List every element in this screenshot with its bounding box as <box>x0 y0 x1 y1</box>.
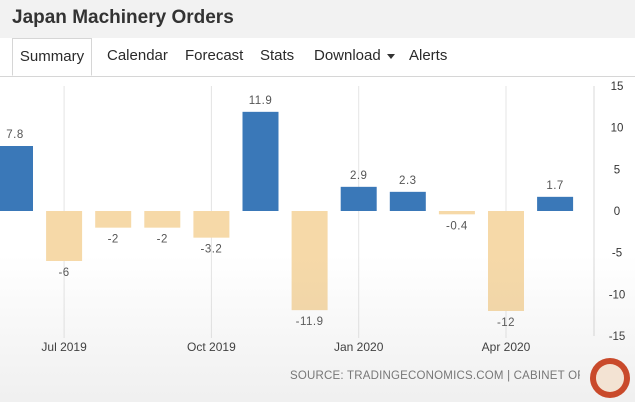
data-label-3: -2 <box>157 234 168 246</box>
bars <box>0 111 574 311</box>
y-tick-label-4: -5 <box>612 248 622 260</box>
bar-9 <box>438 211 475 215</box>
x-tick-label-0: Jul 2019 <box>41 340 87 354</box>
y-tick-label-2: 5 <box>614 164 620 176</box>
bar-6 <box>291 211 328 311</box>
tab-stats[interactable]: Stats <box>260 47 295 64</box>
data-label-10: -12 <box>497 317 515 329</box>
data-label-8: 2.3 <box>399 175 417 187</box>
data-label-6: -11.9 <box>296 316 324 328</box>
bar-8 <box>389 191 426 211</box>
data-label-0: 7.8 <box>6 129 24 141</box>
bar-chart: 7.8 -6 -2 -2 -3.2 11.9 -11.9 2.9 2.3 -0.4 -12 1.7 1… <box>0 81 626 354</box>
chevron-down-icon <box>386 53 395 59</box>
bar-4 <box>193 211 230 238</box>
page-title: Japan Machinery Orders <box>12 7 234 28</box>
bar-11 <box>537 196 574 211</box>
y-tick-label-3: 0 <box>614 206 620 218</box>
logo-face-icon <box>596 364 624 392</box>
tab-alerts[interactable]: Alerts <box>409 47 448 64</box>
tab-download[interactable]: Download <box>314 38 395 76</box>
tab-download-label: Download <box>314 47 381 64</box>
tab-summary[interactable]: Summary <box>12 38 92 76</box>
y-axis-ticks: 15 10 5 0 -5 -10 -15 <box>609 81 626 343</box>
data-label-1: -6 <box>58 267 69 279</box>
data-labels: 7.8 -6 -2 -2 -3.2 11.9 -11.9 2.9 2.3 -0.4 -12 1.7 <box>6 95 564 329</box>
bar-10 <box>488 211 524 311</box>
y-tick-label-1: 10 <box>611 123 624 135</box>
y-tick-label-6: -15 <box>609 331 626 343</box>
y-tick-label-5: -10 <box>609 289 626 301</box>
data-label-9: -0.4 <box>446 220 468 232</box>
data-label-7: 2.9 <box>350 170 368 182</box>
page-header: Japan Machinery Orders <box>0 0 635 39</box>
bar-3 <box>144 211 181 228</box>
tab-calendar[interactable]: Calendar <box>107 47 168 64</box>
data-label-2: -2 <box>108 234 119 246</box>
tab-forecast[interactable]: Forecast <box>185 47 244 64</box>
channel-logo-icon <box>590 358 630 398</box>
bar-7 <box>340 186 377 211</box>
x-axis-ticks: Jul 2019 Oct 2019 Jan 2020 Apr 2020 <box>41 340 530 354</box>
x-tick-label-2: Jan 2020 <box>334 340 384 354</box>
data-label-4: -3.2 <box>200 244 222 256</box>
source-note: SOURCE: TRADINGECONOMICS.COM | CABINET O… <box>290 370 580 382</box>
data-label-11: 1.7 <box>546 180 564 192</box>
data-label-5: 11.9 <box>249 95 273 107</box>
x-tick-label-3: Apr 2020 <box>482 340 531 354</box>
bar-0 <box>0 146 33 211</box>
bar-5 <box>242 111 279 211</box>
tab-bar: Summary Calendar Forecast Stats Download… <box>0 38 635 77</box>
x-tick-label-1: Oct 2019 <box>187 340 236 354</box>
bar-1 <box>46 211 83 261</box>
bar-2 <box>95 211 132 228</box>
y-tick-label-0: 15 <box>611 81 624 93</box>
